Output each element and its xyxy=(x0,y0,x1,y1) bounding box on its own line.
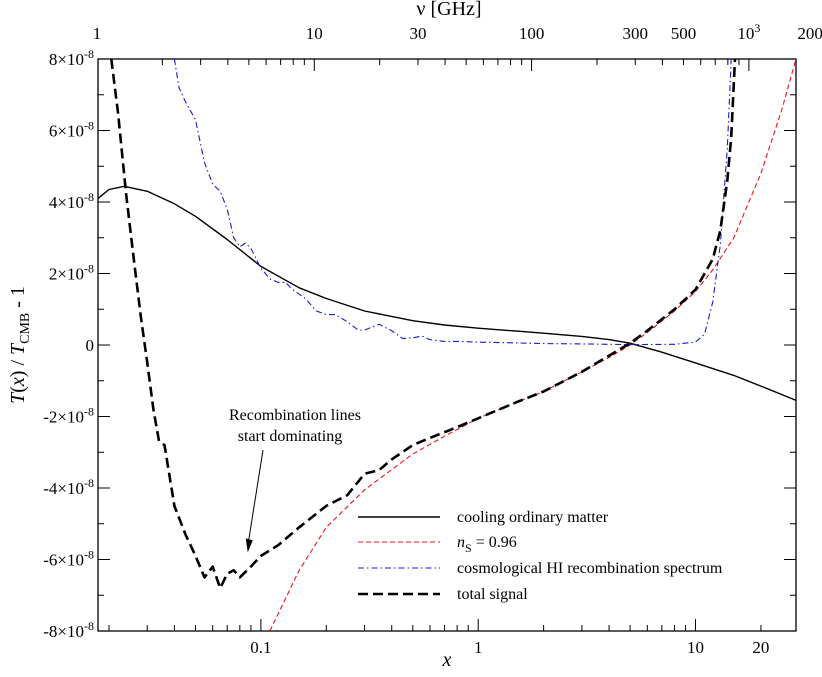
series-line-1 xyxy=(269,59,796,631)
x2-tick-label: 100 xyxy=(519,24,545,43)
y-tick-label: 6×10-8 xyxy=(49,119,94,141)
series-line-3 xyxy=(110,59,737,590)
annotation-arrow-line xyxy=(247,449,264,547)
legend-label-1: nS = 0.96 xyxy=(457,534,517,555)
x2-tick-label: 103 xyxy=(737,21,760,43)
legend-label-3: total signal xyxy=(457,586,528,603)
y-tick-label: -2×10-8 xyxy=(43,405,94,427)
x-tick-label: 20 xyxy=(752,638,769,657)
y-tick-label: 2×10-8 xyxy=(49,262,94,284)
annotation-line-2: start dominating xyxy=(238,428,342,445)
y-tick-label: -4×10-8 xyxy=(43,476,94,498)
series-group xyxy=(98,59,796,631)
legend: cooling ordinary matter nS = 0.96 cosmolog… xyxy=(358,509,723,603)
y-tick-label: 0 xyxy=(86,336,95,355)
y-tick-label: 8×10-8 xyxy=(49,47,94,69)
x2-tick-label: 300 xyxy=(623,24,649,43)
annotation-arrow-head xyxy=(245,538,253,553)
x2-axis-label: ν [GHz] xyxy=(416,0,481,20)
tick-labels: 0.1 1 10 20 x 1 10 30 100 300 500 103 2000 ν [GHz] 8×1… xyxy=(7,0,822,671)
legend-label-2: cosmological HI recombination spectrum xyxy=(457,560,723,577)
series-line-0 xyxy=(98,185,796,402)
y-axis-label: T(x) / TCMB - 1 xyxy=(7,286,33,404)
y-tick-label: -8×10-8 xyxy=(43,619,94,641)
plot-frame xyxy=(97,58,797,632)
x-axis-label: x xyxy=(442,649,452,671)
x2-tick-label: 10 xyxy=(306,24,323,43)
series-line-2 xyxy=(173,59,732,346)
ticks xyxy=(98,58,796,632)
x-tick-label: 1 xyxy=(474,638,483,657)
y-tick-label: -6×10-8 xyxy=(43,548,94,570)
x2-tick-label: 30 xyxy=(409,24,426,43)
x2-tick-label: 1 xyxy=(93,24,102,43)
annotation: Recombination lines start dominating xyxy=(229,407,361,553)
x-tick-label: 10 xyxy=(687,638,704,657)
y-tick-label: 4×10-8 xyxy=(49,190,94,212)
x2-tick-label: 500 xyxy=(671,24,697,43)
x2-tick-label: 2000 xyxy=(797,24,822,43)
annotation-line-1: Recombination lines xyxy=(229,407,361,424)
legend-label-0: cooling ordinary matter xyxy=(457,509,609,526)
x-tick-label: 0.1 xyxy=(250,638,271,657)
